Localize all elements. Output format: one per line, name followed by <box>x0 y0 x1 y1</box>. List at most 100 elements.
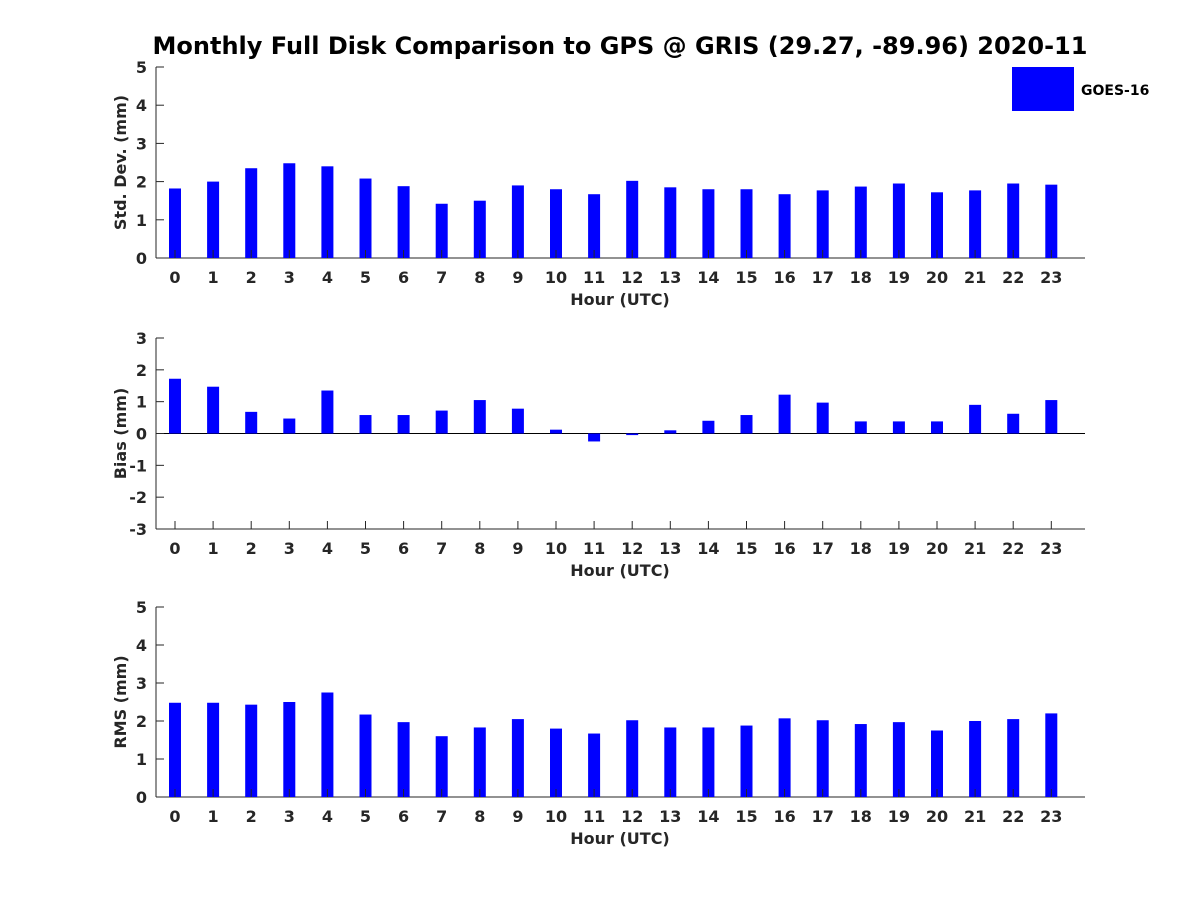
x-tick-label: 15 <box>735 539 757 558</box>
x-tick-label: 7 <box>436 539 447 558</box>
bar-hour-6 <box>397 415 410 434</box>
x-tick-label: 2 <box>246 807 257 826</box>
bar-hour-6 <box>397 722 410 797</box>
bar-hour-10 <box>550 429 562 434</box>
bar-hour-19 <box>892 722 905 797</box>
y-tick-label: 1 <box>136 393 147 412</box>
bar-hour-8 <box>473 727 486 797</box>
x-tick-label: 10 <box>545 807 567 826</box>
x-tick-label: 18 <box>850 807 872 826</box>
x-tick-label: 13 <box>659 268 681 287</box>
x-tick-label: 8 <box>474 268 485 287</box>
y-axis-label: Std. Dev. (mm) <box>111 95 130 230</box>
x-tick-label: 19 <box>888 539 910 558</box>
x-tick-label: 20 <box>926 807 948 826</box>
bar-hour-14 <box>702 420 715 434</box>
bar-hour-13 <box>664 187 677 258</box>
y-tick-label: 5 <box>136 58 147 77</box>
x-tick-label: 11 <box>583 807 605 826</box>
x-tick-label: 8 <box>474 539 485 558</box>
chart-title: Monthly Full Disk Comparison to GPS @ GR… <box>153 32 1088 60</box>
bar-hour-21 <box>969 404 982 434</box>
bar-hour-2 <box>245 168 258 258</box>
bar-hour-15 <box>740 415 753 434</box>
x-tick-label: 22 <box>1002 539 1024 558</box>
x-tick-label: 16 <box>773 807 795 826</box>
bar-hour-0 <box>169 378 181 434</box>
bar-hour-0 <box>169 702 181 797</box>
bar-hour-20 <box>931 421 943 434</box>
x-tick-label: 16 <box>773 539 795 558</box>
x-tick-label: 17 <box>812 539 834 558</box>
bar-hour-2 <box>245 411 258 434</box>
x-tick-label: 12 <box>621 807 643 826</box>
x-tick-label: 17 <box>812 807 834 826</box>
x-axis-label: Hour (UTC) <box>570 561 670 580</box>
y-tick-label: 2 <box>136 173 147 192</box>
x-tick-label: 0 <box>169 807 180 826</box>
x-tick-label: 11 <box>583 268 605 287</box>
x-tick-label: 14 <box>697 807 719 826</box>
y-tick-label: 2 <box>136 361 147 380</box>
x-tick-label: 6 <box>398 807 409 826</box>
bar-hour-23 <box>1045 713 1058 797</box>
y-tick-label: 3 <box>136 329 147 348</box>
x-axis-label: Hour (UTC) <box>570 290 670 309</box>
bar-hour-13 <box>664 727 677 797</box>
x-tick-label: 4 <box>322 807 333 826</box>
legend: GOES-16 <box>1012 67 1149 111</box>
x-tick-label: 5 <box>360 539 371 558</box>
bar-hour-14 <box>702 727 715 797</box>
x-tick-label: 0 <box>169 268 180 287</box>
bar-hour-22 <box>1007 719 1020 797</box>
x-tick-label: 18 <box>850 268 872 287</box>
x-tick-label: 12 <box>621 539 643 558</box>
y-tick-label: 4 <box>136 636 147 655</box>
bar-hour-17 <box>816 190 829 258</box>
x-tick-label: 23 <box>1040 539 1062 558</box>
bar-hour-11 <box>588 194 601 258</box>
bar-hour-1 <box>207 181 220 258</box>
x-tick-label: 19 <box>888 268 910 287</box>
x-tick-label: 3 <box>284 807 295 826</box>
x-tick-label: 3 <box>284 539 295 558</box>
x-tick-label: 20 <box>926 268 948 287</box>
y-tick-label: 3 <box>136 674 147 693</box>
bar-hour-4 <box>321 166 334 258</box>
bar-hour-23 <box>1045 184 1058 258</box>
x-tick-label: 9 <box>512 807 523 826</box>
legend-swatch <box>1012 67 1074 111</box>
bar-hour-4 <box>321 390 334 434</box>
bar-hour-1 <box>207 702 220 797</box>
x-tick-label: 18 <box>850 539 872 558</box>
bar-hour-12 <box>626 720 639 797</box>
y-tick-label: 0 <box>136 249 147 268</box>
bar-hour-19 <box>892 183 905 258</box>
bar-hour-5 <box>359 714 372 797</box>
y-tick-label: 3 <box>136 134 147 153</box>
y-tick-label: 5 <box>136 598 147 617</box>
x-tick-label: 6 <box>398 539 409 558</box>
x-tick-label: 5 <box>360 807 371 826</box>
bar-hour-10 <box>550 189 562 258</box>
x-tick-label: 2 <box>246 539 257 558</box>
bar-hour-7 <box>435 203 448 258</box>
bar-hour-4 <box>321 692 334 797</box>
x-tick-label: 11 <box>583 539 605 558</box>
x-tick-label: 5 <box>360 268 371 287</box>
bar-hour-13 <box>664 430 677 434</box>
x-tick-label: 9 <box>512 539 523 558</box>
x-tick-label: 6 <box>398 268 409 287</box>
bar-hour-16 <box>778 394 791 434</box>
x-tick-label: 12 <box>621 268 643 287</box>
bar-hour-5 <box>359 415 372 434</box>
bar-hour-8 <box>473 400 486 434</box>
x-tick-label: 7 <box>436 807 447 826</box>
bar-hour-22 <box>1007 183 1020 258</box>
y-tick-label: 0 <box>136 788 147 807</box>
bar-hour-6 <box>397 186 410 258</box>
x-tick-label: 23 <box>1040 807 1062 826</box>
bar-hour-12 <box>626 433 639 436</box>
